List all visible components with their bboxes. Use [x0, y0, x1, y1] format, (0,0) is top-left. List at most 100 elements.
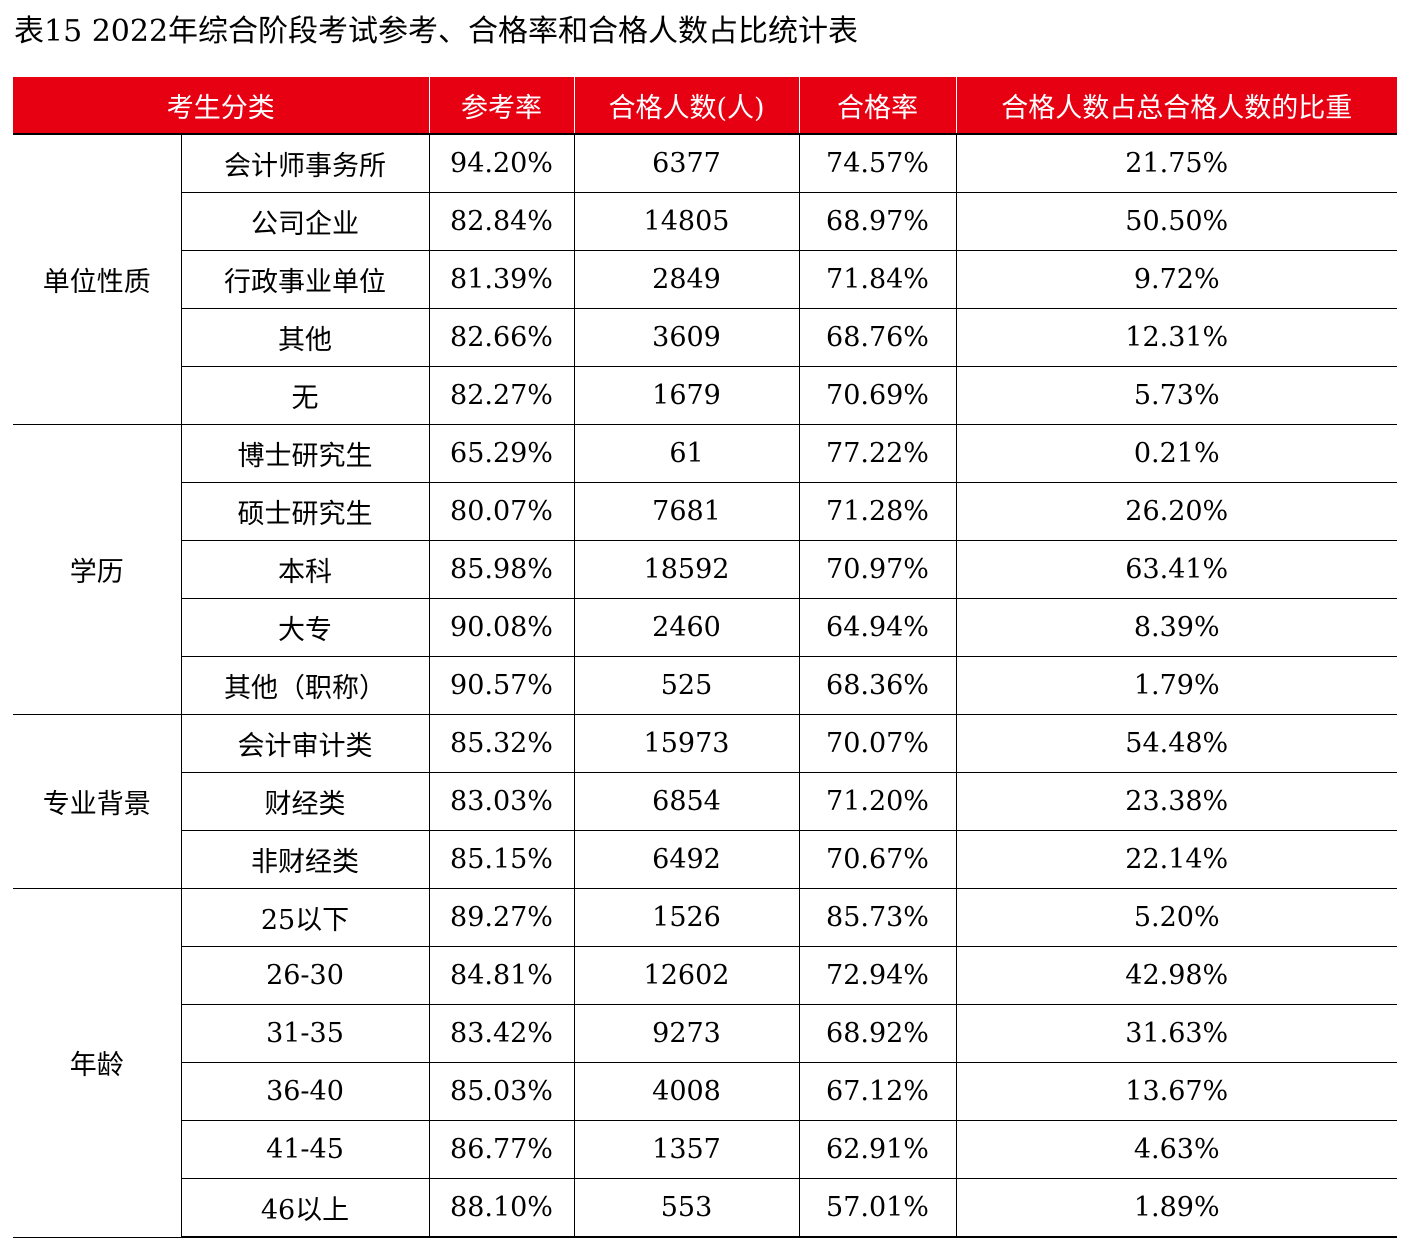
pass-count-cell: 14805: [573, 192, 799, 251]
participation-rate-cell: 90.08%: [428, 598, 574, 657]
table-row: 硕士研究生 80.07% 7681 71.28% 26.20%: [13, 482, 1397, 541]
subcategory-cell: 25以下: [180, 888, 429, 947]
pass-rate-cell: 71.20%: [798, 772, 956, 831]
subcategory-cell: 31-35: [180, 1004, 429, 1063]
pass-rate-cell: 68.36%: [798, 656, 956, 715]
pass-share-cell: 21.75%: [955, 134, 1397, 193]
subcategory-cell: 会计审计类: [180, 714, 429, 773]
participation-rate-cell: 83.42%: [428, 1004, 574, 1063]
pass-count-cell: 18592: [573, 540, 799, 599]
subcategory-cell: 46以上: [180, 1178, 429, 1238]
subcategory-cell: 行政事业单位: [180, 250, 429, 309]
pass-share-cell: 1.79%: [955, 656, 1397, 715]
pass-rate-cell: 70.97%: [798, 540, 956, 599]
pass-rate-cell: 68.92%: [798, 1004, 956, 1063]
pass-rate-cell: 74.57%: [798, 134, 956, 193]
pass-share-cell: 1.89%: [955, 1178, 1397, 1238]
pass-count-cell: 525: [573, 656, 799, 715]
participation-rate-cell: 80.07%: [428, 482, 574, 541]
table-row: 财经类 83.03% 6854 71.20% 23.38%: [13, 772, 1397, 831]
pass-rate-cell: 67.12%: [798, 1062, 956, 1121]
pass-count-cell: 2849: [573, 250, 799, 309]
subcategory-cell: 无: [180, 366, 429, 425]
pass-share-cell: 4.63%: [955, 1120, 1397, 1179]
pass-count-cell: 9273: [573, 1004, 799, 1063]
table-row: 学历 博士研究生 65.29% 61 77.22% 0.21%: [13, 424, 1397, 715]
subcategory-cell: 会计师事务所: [180, 134, 429, 193]
subcategory-cell: 其他: [180, 308, 429, 367]
pass-share-cell: 63.41%: [955, 540, 1397, 599]
pass-share-cell: 8.39%: [955, 598, 1397, 657]
subcategory-cell: 大专: [180, 598, 429, 657]
table-row: 专业背景 会计审计类 85.32% 15973 70.07% 54.48%: [13, 714, 1397, 889]
pass-count-cell: 4008: [573, 1062, 799, 1121]
table-row: 无 82.27% 1679 70.69% 5.73%: [13, 366, 1397, 425]
table-row: 本科 85.98% 18592 70.97% 63.41%: [13, 540, 1397, 599]
pass-share-cell: 13.67%: [955, 1062, 1397, 1121]
table-body: 单位性质 会计师事务所 94.20% 6377 74.57% 21.75% 公司企业 82.8…: [13, 134, 1397, 1238]
pass-rate-cell: 72.94%: [798, 946, 956, 1005]
table-row: 31-35 83.42% 9273 68.92% 31.63%: [13, 1004, 1397, 1063]
table-row: 其他 82.66% 3609 68.76% 12.31%: [13, 308, 1397, 367]
participation-rate-cell: 88.10%: [428, 1178, 574, 1238]
participation-rate-cell: 85.03%: [428, 1062, 574, 1121]
pass-rate-cell: 71.84%: [798, 250, 956, 309]
pass-rate-cell: 62.91%: [798, 1120, 956, 1179]
group-label: 单位性质: [13, 134, 181, 425]
participation-rate-cell: 84.81%: [428, 946, 574, 1005]
table-row: 大专 90.08% 2460 64.94% 8.39%: [13, 598, 1397, 657]
table-title: 表15 2022年综合阶段考试参考、合格率和合格人数占比统计表: [14, 14, 859, 49]
pass-rate-cell: 71.28%: [798, 482, 956, 541]
pass-rate-cell: 77.22%: [798, 424, 956, 483]
pass-count-cell: 61: [573, 424, 799, 483]
subcategory-cell: 26-30: [180, 946, 429, 1005]
subcategory-cell: 博士研究生: [180, 424, 429, 483]
pass-count-cell: 6492: [573, 830, 799, 889]
pass-share-cell: 9.72%: [955, 250, 1397, 309]
table-row: 46以上 88.10% 553 57.01% 1.89%: [13, 1178, 1397, 1238]
pass-share-cell: 26.20%: [955, 482, 1397, 541]
participation-rate-cell: 65.29%: [428, 424, 574, 483]
group-label: 年龄: [13, 888, 181, 1238]
header-pass-count: 合格人数(人): [573, 77, 799, 134]
pass-share-cell: 50.50%: [955, 192, 1397, 251]
pass-rate-cell: 57.01%: [798, 1178, 956, 1238]
subcategory-cell: 硕士研究生: [180, 482, 429, 541]
pass-rate-cell: 70.07%: [798, 714, 956, 773]
subcategory-cell: 本科: [180, 540, 429, 599]
pass-share-cell: 0.21%: [955, 424, 1397, 483]
pass-share-cell: 42.98%: [955, 946, 1397, 1005]
header-category: 考生分类: [13, 77, 429, 134]
group-label: 专业背景: [13, 714, 181, 889]
table-row: 单位性质 会计师事务所 94.20% 6377 74.57% 21.75%: [13, 134, 1397, 425]
pass-count-cell: 6854: [573, 772, 799, 831]
header-pass-rate: 合格率: [798, 77, 956, 134]
pass-rate-cell: 68.97%: [798, 192, 956, 251]
pass-count-cell: 2460: [573, 598, 799, 657]
subcategory-cell: 41-45: [180, 1120, 429, 1179]
table-row: 年龄 25以下 89.27% 1526 85.73% 5.20%: [13, 888, 1397, 1238]
participation-rate-cell: 82.84%: [428, 192, 574, 251]
participation-rate-cell: 85.15%: [428, 830, 574, 889]
pass-count-cell: 6377: [573, 134, 799, 193]
pass-count-cell: 15973: [573, 714, 799, 773]
pass-rate-cell: 70.67%: [798, 830, 956, 889]
participation-rate-cell: 82.66%: [428, 308, 574, 367]
participation-rate-cell: 89.27%: [428, 888, 574, 947]
pass-count-cell: 7681: [573, 482, 799, 541]
subcategory-cell: 财经类: [180, 772, 429, 831]
participation-rate-cell: 82.27%: [428, 366, 574, 425]
table-row: 行政事业单位 81.39% 2849 71.84% 9.72%: [13, 250, 1397, 309]
participation-rate-cell: 85.98%: [428, 540, 574, 599]
pass-count-cell: 1526: [573, 888, 799, 947]
pass-count-cell: 12602: [573, 946, 799, 1005]
pass-count-cell: 553: [573, 1178, 799, 1238]
pass-rate-cell: 70.69%: [798, 366, 956, 425]
table-row: 非财经类 85.15% 6492 70.67% 22.14%: [13, 830, 1397, 889]
header-pass-share: 合格人数占总合格人数的比重: [955, 77, 1397, 134]
participation-rate-cell: 85.32%: [428, 714, 574, 773]
group-label: 学历: [13, 424, 181, 715]
subcategory-cell: 其他（职称）: [180, 656, 429, 715]
pass-share-cell: 5.20%: [955, 888, 1397, 947]
pass-share-cell: 12.31%: [955, 308, 1397, 367]
